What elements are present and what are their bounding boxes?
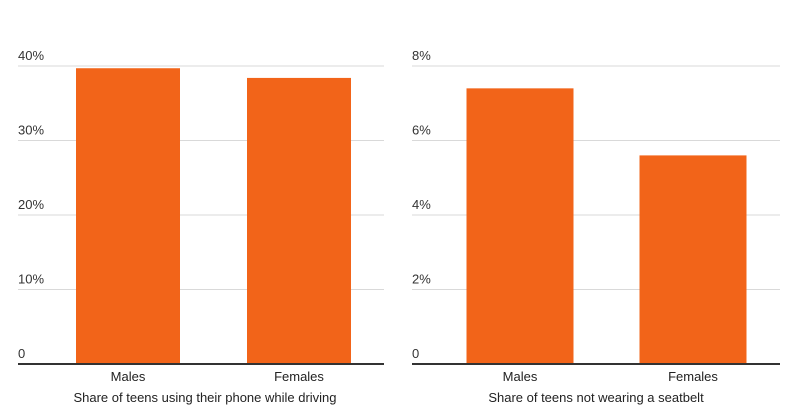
category-label: Females [668, 369, 718, 384]
category-label: Males [503, 369, 538, 384]
bar-males [466, 88, 574, 364]
category-label: Females [274, 369, 324, 384]
bar-females [639, 155, 747, 364]
x-axis-label: Share of teens using their phone while d… [73, 390, 336, 405]
y-tick-label: 20% [18, 197, 44, 212]
y-tick-label: 2% [412, 272, 431, 287]
seatbelt-chart: 0 2% 4% 6% 8% Males Females Share of teens not … [412, 48, 780, 405]
y-tick-label: 8% [412, 48, 431, 63]
bar-females [247, 77, 351, 365]
y-tick-label: 40% [18, 48, 44, 63]
bar-males [76, 68, 180, 365]
y-tick-label: 0 [412, 346, 419, 361]
y-tick-label: 6% [412, 123, 431, 138]
y-tick-label: 4% [412, 197, 431, 212]
y-tick-label: 0 [18, 346, 25, 361]
y-tick-label: 30% [18, 123, 44, 138]
x-axis-label: Share of teens not wearing a seatbelt [488, 390, 704, 405]
y-tick-label: 10% [18, 272, 44, 287]
phone-use-chart: 0 10% 20% 30% 40% Males Females Share of teens … [18, 48, 384, 405]
category-label: Males [111, 369, 146, 384]
